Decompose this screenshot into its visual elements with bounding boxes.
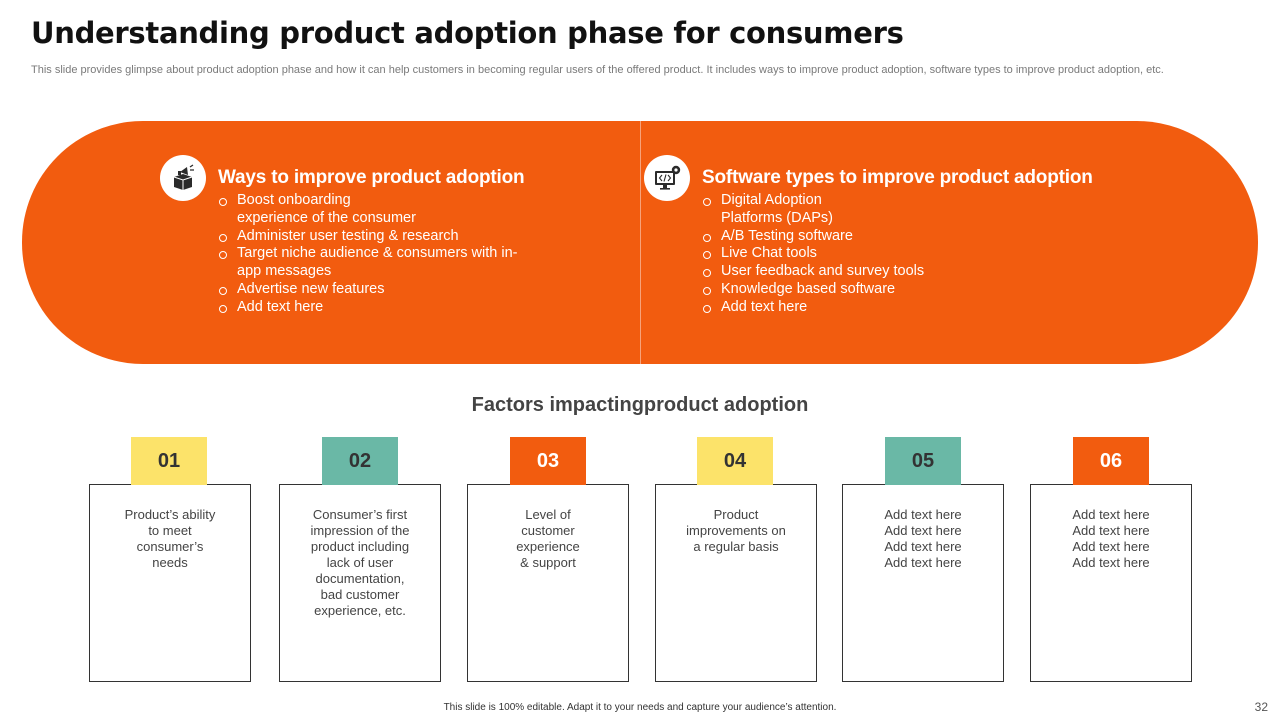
card-text: Add text here Add text here Add text her… (843, 507, 1003, 571)
list-item: Boost onboarding experience of the consu… (218, 192, 418, 228)
pill-divider (640, 121, 641, 364)
card-number-tab: 03 (510, 437, 586, 485)
card-text-line: documentation, (315, 571, 405, 586)
card-text-line: improvements on (686, 523, 786, 538)
card-text: Product’s ability to meet consumer’s nee… (90, 507, 250, 571)
card-text-line: Level of (525, 507, 571, 522)
card-box: Product’s ability to meet consumer’s nee… (89, 484, 251, 682)
card-text: Product improvements on a regular basis (656, 507, 816, 555)
card-number-tab: 01 (131, 437, 207, 485)
card-text-line: impression of the (310, 523, 410, 538)
card-text-line: bad customer (320, 587, 400, 602)
card-text-line: Product’s ability (124, 507, 216, 522)
card-text-line: consumer’s (136, 539, 204, 554)
card-text-line: lack of user (326, 555, 394, 570)
right-panel-list: Digital Adoption Platforms (DAPs) A/B Te… (702, 192, 1002, 317)
card-text-line: Add text here (884, 507, 962, 522)
card-text-line: Add text here (1072, 507, 1150, 522)
card-text-line: Add text here (1072, 539, 1150, 554)
card-text-line: Add text here (1072, 555, 1150, 570)
card-text: Add text here Add text here Add text her… (1031, 507, 1191, 571)
card-text-line: Product (713, 507, 759, 522)
card-text: Consumer’s first impression of the produ… (280, 507, 440, 619)
card-text: Level of customer experience & support (468, 507, 628, 571)
card-text-line: customer (521, 523, 575, 538)
card-text-line: Add text here (884, 539, 962, 554)
footer-note: This slide is 100% editable. Adapt it to… (443, 702, 837, 713)
list-item: A/B Testing software (702, 228, 1002, 246)
card-box: Consumer’s first impression of the produ… (279, 484, 441, 682)
list-item: Advertise new features (218, 281, 518, 299)
card-text-line: product including (310, 539, 410, 554)
card-box: Product improvements on a regular basis (655, 484, 817, 682)
card-text-line: needs (152, 555, 188, 570)
list-item: Knowledge based software (702, 281, 1002, 299)
list-item: Live Chat tools (702, 245, 1002, 263)
card-number-tab: 05 (885, 437, 961, 485)
page-number: 32 (1254, 700, 1268, 714)
right-panel-heading: Software types to improve product adopti… (702, 167, 1093, 188)
card-text-line: Consumer’s first (312, 507, 408, 522)
card-text-line: & support (520, 555, 576, 570)
card-text-line: a regular basis (693, 539, 779, 554)
left-panel-list: Boost onboarding experience of the consu… (218, 192, 518, 317)
megaphone-box-icon (160, 155, 206, 201)
slide-subtitle: This slide provides glimpse about produc… (31, 64, 1164, 76)
factors-title: Factors impactingproduct adoption (471, 394, 809, 416)
card-text-line: Add text here (884, 523, 962, 538)
card-number-tab: 02 (322, 437, 398, 485)
card-text-line: Add text here (884, 555, 962, 570)
slide-title: Understanding product adoption phase for… (31, 16, 904, 50)
card-text-line: experience, etc. (314, 603, 406, 618)
list-item: Add text here (702, 299, 1002, 317)
list-item: Add text here (218, 299, 518, 317)
card-number-tab: 06 (1073, 437, 1149, 485)
card-number-tab: 04 (697, 437, 773, 485)
left-panel-heading: Ways to improve product adoption (218, 167, 525, 188)
list-item: Digital Adoption Platforms (DAPs) (702, 192, 862, 228)
card-text-line: Add text here (1072, 523, 1150, 538)
monitor-code-gear-icon (644, 155, 690, 201)
list-item: Administer user testing & research (218, 228, 518, 246)
list-item: User feedback and survey tools (702, 263, 1002, 281)
list-item: Target niche audience & consumers with i… (218, 245, 518, 281)
card-box: Level of customer experience & support (467, 484, 629, 682)
card-text-line: experience (516, 539, 580, 554)
card-box: Add text here Add text here Add text her… (1030, 484, 1192, 682)
card-text-line: to meet (148, 523, 192, 538)
card-box: Add text here Add text here Add text her… (842, 484, 1004, 682)
